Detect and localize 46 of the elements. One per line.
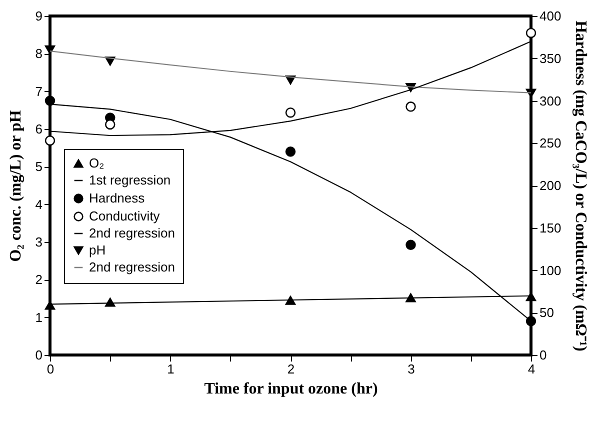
y-axis-title: O₂ conc. (mg/L) or pH xyxy=(7,110,24,262)
point xyxy=(285,108,296,118)
point xyxy=(105,298,116,307)
legend-label: 2nd regression xyxy=(89,226,175,240)
x-tick-label: 3 xyxy=(408,362,415,376)
x-tick-label: 0 xyxy=(46,362,54,376)
y-tick-label: 3 xyxy=(35,234,42,250)
y-tick-label: 2 xyxy=(35,272,42,288)
y2-tick-label: 250 xyxy=(540,136,562,151)
point xyxy=(105,119,116,130)
point xyxy=(406,240,416,250)
x-tick-label: 1 xyxy=(167,362,174,376)
y2-tick-label: 150 xyxy=(540,220,562,236)
y-tick-label: 4 xyxy=(35,196,42,212)
point xyxy=(44,96,56,106)
y2-tick-label: 50 xyxy=(540,305,554,320)
legend-label: O₂ xyxy=(89,156,104,170)
legend-label: Conductivity xyxy=(89,208,160,224)
point xyxy=(406,293,416,302)
legend-label: pH xyxy=(89,242,106,258)
y2-tick-label: 200 xyxy=(540,178,562,193)
y-tick-label: 6 xyxy=(35,122,42,136)
y2-axis-title: Hardness (mg CaCO₃/L) or Conductivity (mΩ⁻¹) xyxy=(572,20,590,352)
y2-tick-label: 0 xyxy=(540,348,547,362)
legend-label: 1st regression xyxy=(89,172,171,188)
x-tick-label: 2 xyxy=(287,362,295,376)
y2-tick-label: 350 xyxy=(540,50,562,66)
legend-label: 2nd regression xyxy=(89,260,175,274)
x-axis-title: Time for input ozone (hr) xyxy=(204,380,378,398)
y2-tick-label: 400 xyxy=(540,8,562,24)
y-tick-label: 8 xyxy=(35,46,42,62)
y-tick-label: 5 xyxy=(35,159,42,174)
point xyxy=(406,102,416,112)
y-tick-label: 1 xyxy=(35,310,42,325)
point xyxy=(526,28,536,38)
x-tick-label: 4 xyxy=(528,362,536,376)
y-tick-label: 9 xyxy=(35,8,42,24)
y2-tick-label: 300 xyxy=(540,93,562,108)
point xyxy=(526,316,536,326)
point xyxy=(285,296,296,305)
point xyxy=(285,146,296,157)
point xyxy=(44,135,56,146)
legend-label: Hardness xyxy=(89,190,146,206)
y2-tick-label: 100 xyxy=(540,262,562,278)
y-tick-label: 0 xyxy=(35,348,42,362)
y-tick-label: 7 xyxy=(35,84,42,99)
